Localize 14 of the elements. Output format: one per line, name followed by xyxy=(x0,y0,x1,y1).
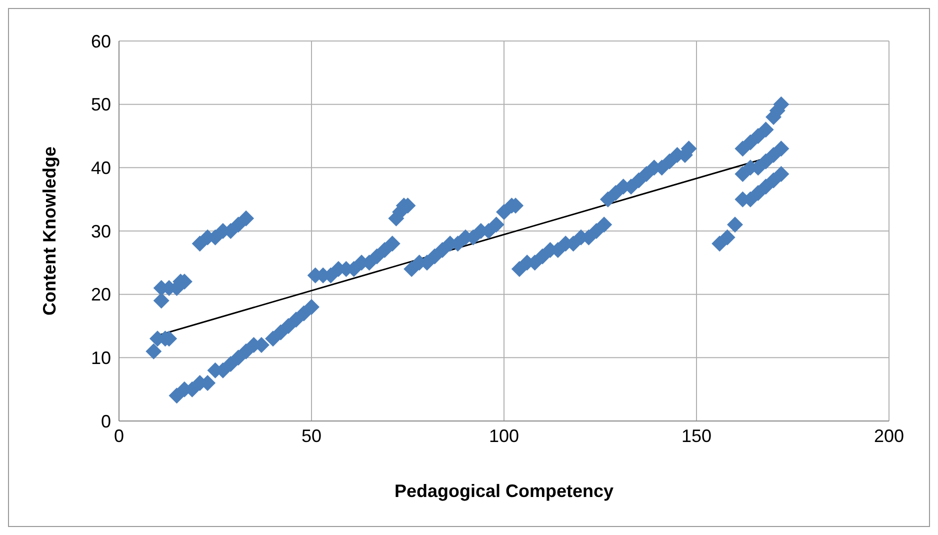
x-tick-label: 150 xyxy=(681,426,712,446)
y-tick-label: 10 xyxy=(90,348,111,368)
y-tick-label: 50 xyxy=(90,94,111,115)
x-tick-label: 50 xyxy=(301,426,322,446)
x-tick-label: 200 xyxy=(874,426,904,446)
y-tick-label: 20 xyxy=(90,284,111,305)
x-axis-title: Pedagogical Competency xyxy=(394,481,614,501)
y-axis-title: Content Knowledge xyxy=(39,146,60,316)
y-tick-label: 30 xyxy=(90,221,111,242)
x-tick-label: 0 xyxy=(114,426,124,446)
y-tick-label: 0 xyxy=(100,411,111,432)
y-tick-label: 40 xyxy=(90,158,111,178)
x-tick-label: 100 xyxy=(488,426,520,446)
y-tick-label: 60 xyxy=(90,31,111,52)
